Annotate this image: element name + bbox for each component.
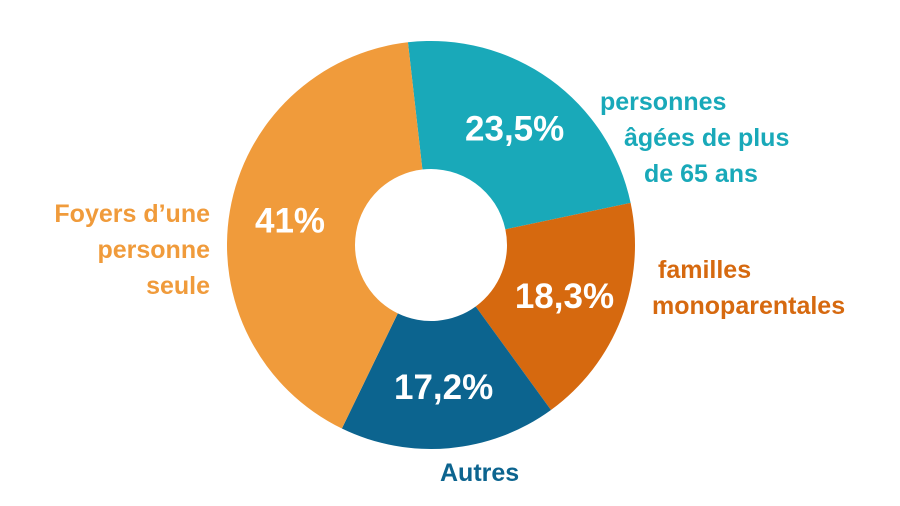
legend-line: Autres xyxy=(440,459,520,487)
legend-line: seule xyxy=(146,272,210,300)
donut-slice-foyers xyxy=(227,42,423,429)
slice-percent-foyers: 41% xyxy=(255,201,325,240)
donut-slice-personnes xyxy=(407,41,631,230)
slice-percent-personnes: 23,5% xyxy=(465,110,564,149)
legend-label-familles-monoparentales: familles monoparentales xyxy=(652,252,845,324)
donut-slice-autres xyxy=(341,306,551,449)
slice-percent-autres: 17,2% xyxy=(394,368,493,407)
legend-label-foyers-une-personne: Foyers d’une personne seule xyxy=(54,196,210,304)
legend-line: personne xyxy=(97,236,210,264)
donut-slice-familles xyxy=(475,202,635,410)
legend-line: de 65 ans xyxy=(644,160,758,188)
legend-line: monoparentales xyxy=(652,292,846,320)
slice-percent-familles: 18,3% xyxy=(515,277,614,316)
legend-label-autres: Autres xyxy=(440,455,519,491)
legend-label-personnes-agees: personnes âgées de plus de 65 ans xyxy=(600,84,789,192)
legend-line: personnes xyxy=(600,88,727,116)
legend-line: âgées de plus xyxy=(624,124,790,152)
legend-line: familles xyxy=(658,256,752,284)
legend-line: Foyers d’une xyxy=(54,200,210,228)
